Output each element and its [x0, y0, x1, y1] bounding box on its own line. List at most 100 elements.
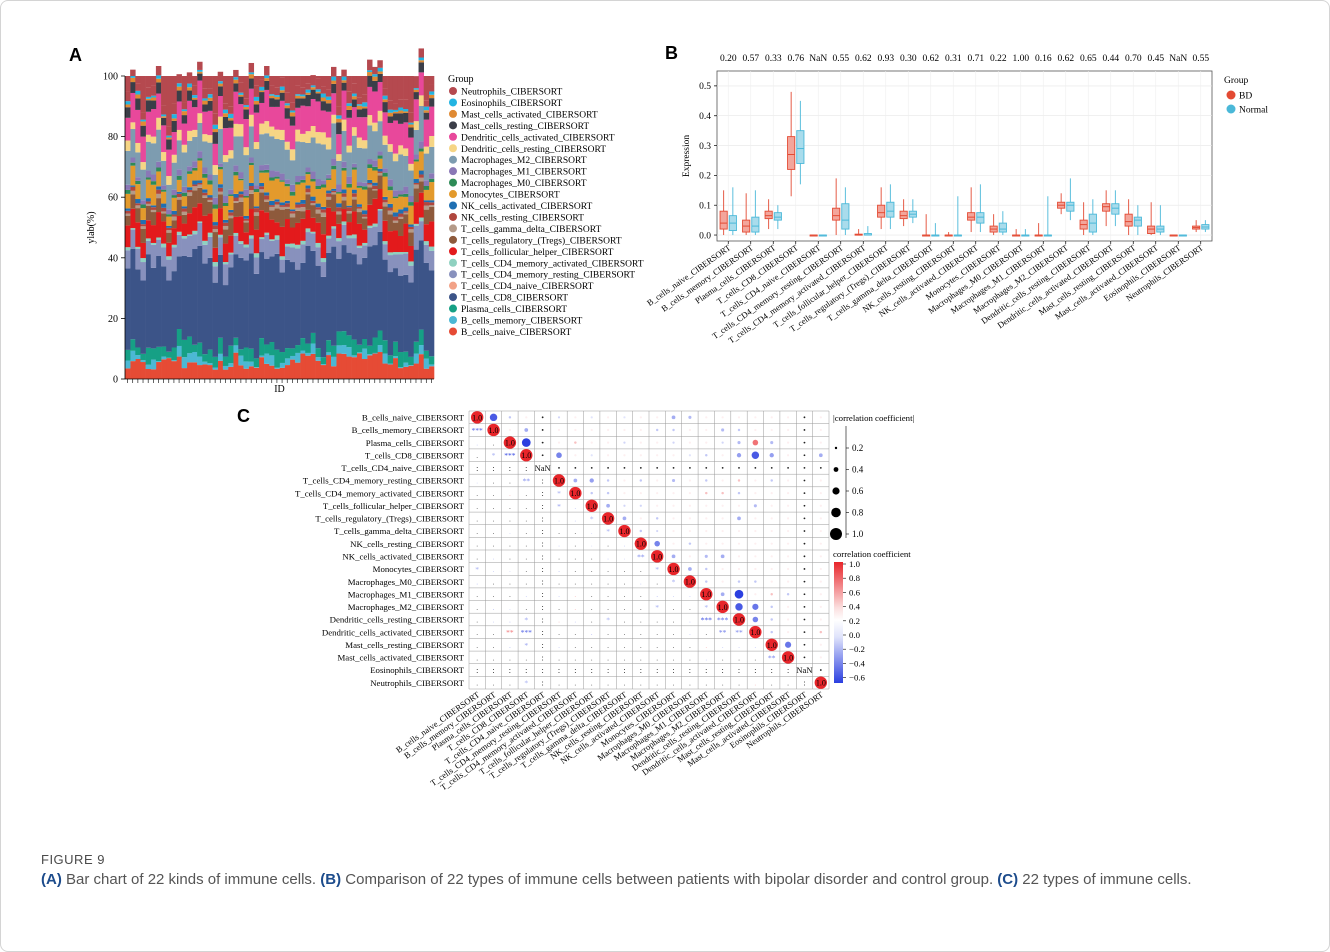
- bar-segment: [346, 145, 352, 153]
- bar-segment: [130, 76, 136, 78]
- bar-segment: [274, 99, 280, 107]
- bar-segment: [397, 352, 404, 368]
- bar-segment: [186, 353, 193, 363]
- bar-segment: [243, 155, 249, 190]
- bar-segment: [145, 170, 152, 178]
- bar-segment: [264, 212, 270, 233]
- corr-dot: [589, 478, 594, 483]
- corr-dot: [819, 567, 822, 571]
- bar-segment: [305, 172, 311, 175]
- bar-segment: [155, 198, 162, 213]
- bar-segment: [130, 186, 136, 191]
- bar-segment: [336, 160, 342, 185]
- bar-segment: [222, 128, 229, 156]
- bar-segment: [331, 80, 337, 84]
- bar-segment: [403, 351, 409, 363]
- bar-segment: [289, 195, 296, 210]
- bar-segment: [207, 142, 213, 175]
- y-tick-label: 0.1: [699, 202, 711, 212]
- bar-segment: [356, 104, 363, 106]
- signif-mark: .: [624, 552, 626, 561]
- bar-segment: [377, 231, 383, 331]
- corr-dot: [705, 504, 708, 507]
- bar-segment: [392, 103, 399, 110]
- bar-segment: [243, 218, 249, 221]
- bar-segment: [207, 363, 213, 366]
- bar-segment: [274, 178, 280, 200]
- bar-segment: [423, 241, 430, 245]
- bar-segment-top: [135, 76, 141, 84]
- bar-segment: [181, 255, 188, 340]
- signif-mark: .: [509, 616, 511, 625]
- box-Normal: [1133, 205, 1142, 236]
- bar-segment: [171, 195, 177, 198]
- bar-segment-top: [222, 76, 229, 104]
- bar-segment: [197, 69, 203, 72]
- bar-segment: [351, 199, 358, 212]
- bar-segment: [387, 363, 394, 365]
- corr-dot-nan: [803, 530, 806, 532]
- corr-dot-nan: [558, 466, 560, 469]
- corr-dot: [819, 656, 822, 659]
- bar-segment: [294, 207, 301, 211]
- corr-dot: [672, 441, 675, 444]
- bar-segment: [233, 136, 239, 166]
- bar-segment: [418, 106, 424, 142]
- signif-mark: .: [476, 439, 478, 448]
- signif-mark: .: [558, 603, 560, 612]
- corr-dot: [705, 529, 708, 533]
- row-label: Dendritic_cells_resting_CIBERSORT: [330, 615, 465, 625]
- p-value-label: 0.62: [855, 54, 872, 64]
- bar-segment: [161, 117, 167, 126]
- bar-segment: [279, 100, 285, 130]
- bar-segment: [222, 162, 229, 196]
- bar-segment: [310, 179, 316, 182]
- bar-segment: [233, 202, 239, 217]
- signif-mark: :: [689, 666, 691, 675]
- bar-segment: [331, 114, 337, 124]
- corr-dot: [786, 441, 790, 444]
- bar-segment: [269, 256, 275, 343]
- bar-segment: [325, 103, 332, 112]
- corr-dot: [819, 593, 822, 596]
- bar-segment: [238, 124, 244, 137]
- bar-segment: [372, 190, 378, 199]
- corr-dot-nan: [590, 466, 593, 469]
- bar-segment: [423, 146, 430, 154]
- signif-mark: .: [574, 590, 576, 599]
- corr-dot: [672, 492, 675, 495]
- signif-mark: .: [591, 552, 593, 561]
- bar-segment: [403, 214, 409, 224]
- diagonal-dot: [700, 588, 713, 601]
- bar-segment: [310, 181, 316, 197]
- bar-segment: [325, 89, 332, 97]
- signif-mark: .: [476, 489, 478, 498]
- corr-dot: [622, 516, 627, 521]
- signif-mark: .: [574, 641, 576, 650]
- bar-segment: [325, 111, 332, 138]
- bar-segment: [336, 238, 342, 242]
- bar-segment: [253, 215, 260, 230]
- signif-mark: :: [542, 666, 544, 675]
- signif-mark: .: [689, 603, 691, 612]
- bar-segment: [279, 92, 285, 101]
- bar-segment: [125, 184, 131, 190]
- corr-dot: [770, 630, 773, 634]
- bar-segment: [294, 210, 301, 223]
- bar-segment: [150, 97, 157, 101]
- corr-dot: [786, 492, 790, 495]
- bar-segment: [233, 79, 239, 84]
- signif-mark: .: [525, 578, 527, 587]
- bar-segment: [428, 84, 435, 92]
- bar-segment: [171, 244, 177, 248]
- color-legend-label: 0.0: [849, 630, 861, 640]
- bar-segment: [367, 345, 373, 355]
- color-legend-label: 0.8: [849, 573, 861, 583]
- bar-segment: [264, 164, 270, 170]
- bar-segment: [305, 228, 311, 233]
- bar-segment: [166, 256, 172, 260]
- p-value-label: 0.93: [877, 54, 894, 64]
- bar-segment: [248, 78, 255, 89]
- bar-segment: [320, 206, 327, 210]
- bar-segment: [145, 96, 152, 99]
